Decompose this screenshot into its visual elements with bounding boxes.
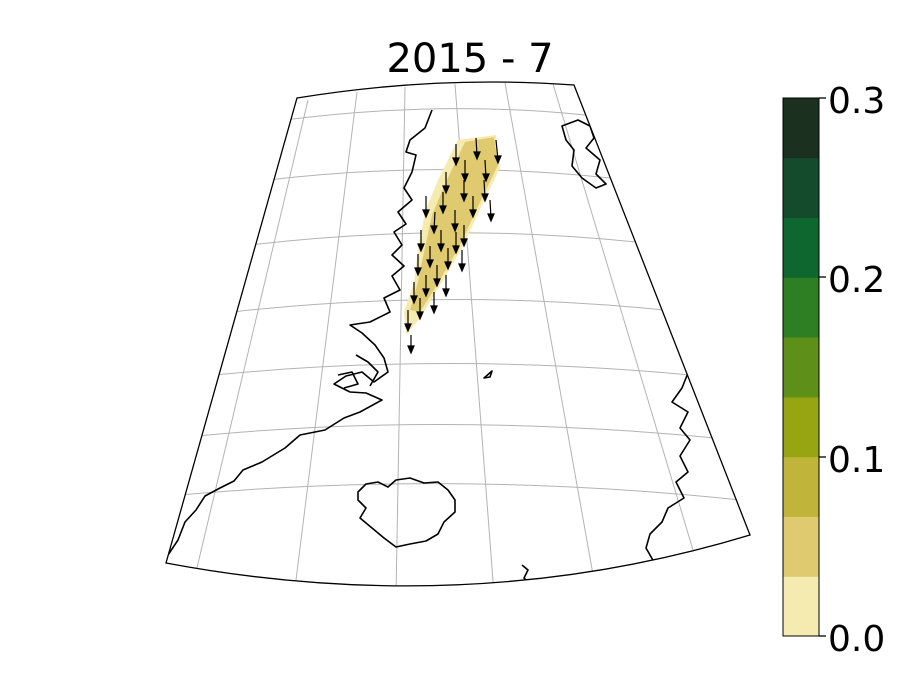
colorbar-tick-label: 0.3	[828, 81, 885, 122]
longitude-line	[552, 83, 694, 551]
colorbar-tick-label: 0.0	[828, 619, 885, 660]
colorbar-tick-label: 0.1	[828, 440, 885, 481]
colorbar-band	[783, 217, 819, 278]
colorbar-band	[783, 516, 819, 577]
map-content	[167, 82, 741, 586]
greenland-coast-fjord	[337, 371, 359, 389]
norway-coast	[643, 367, 691, 569]
colorbar-band	[783, 576, 819, 637]
map-title: 2015 - 7	[386, 36, 554, 82]
map-boundary	[165, 81, 751, 587]
coastlines	[167, 109, 691, 583]
longitude-line	[395, 86, 406, 586]
colorbar-band	[783, 396, 819, 458]
colorbar-tick-label: 0.2	[828, 260, 885, 301]
latitude-line	[196, 423, 716, 439]
latitude-line	[214, 363, 691, 376]
arrow-row	[404, 137, 502, 355]
colorbar-ticks	[819, 97, 826, 637]
longitude-line	[195, 99, 309, 573]
colorbar-band	[783, 157, 819, 219]
colorbar-frame	[782, 97, 820, 637]
vector-arrows	[404, 137, 502, 355]
greenland-east-coast	[167, 109, 433, 556]
colorbar-band	[783, 456, 819, 517]
latitude-line	[179, 483, 741, 501]
latitude-line	[284, 108, 586, 121]
latitude-line	[267, 168, 611, 181]
longitude-line	[504, 82, 595, 581]
latitude-line	[231, 298, 665, 313]
greenland-coast-inlet	[355, 354, 379, 387]
colorbar-band	[783, 98, 819, 159]
colorbar-band	[783, 337, 819, 398]
colorbar-band	[783, 277, 819, 338]
longitude-line	[294, 91, 358, 586]
jan-mayen-coast	[483, 370, 493, 379]
colorbar-bands	[783, 98, 819, 637]
iceland-coast	[357, 477, 456, 548]
